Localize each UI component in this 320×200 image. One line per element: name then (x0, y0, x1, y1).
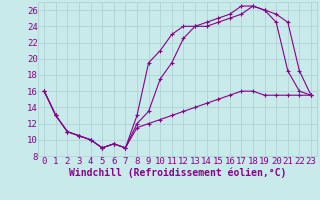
X-axis label: Windchill (Refroidissement éolien,°C): Windchill (Refroidissement éolien,°C) (69, 167, 286, 178)
